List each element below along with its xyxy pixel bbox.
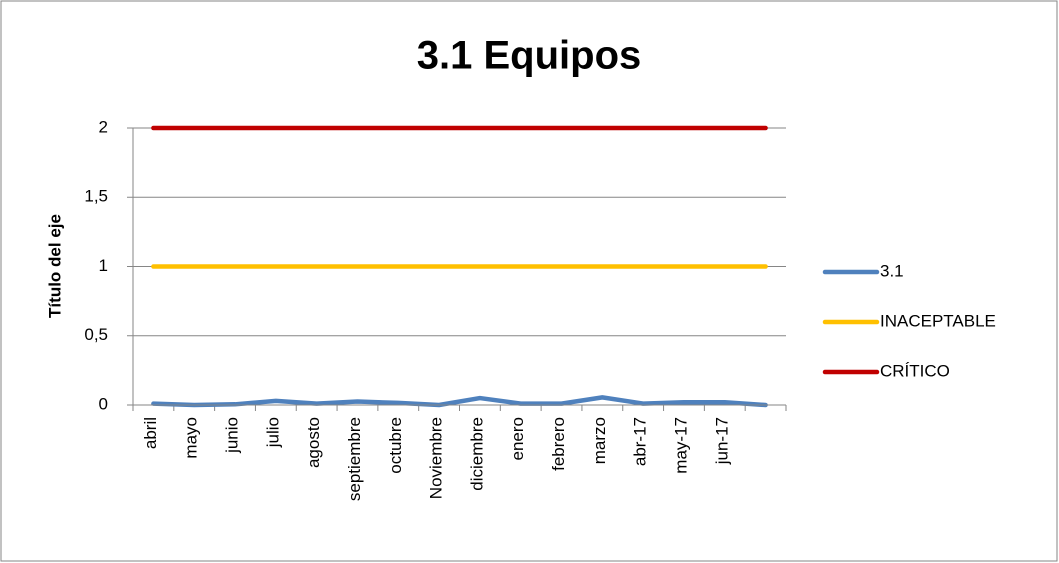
x-tick-label: abril	[141, 417, 160, 449]
x-tick-label: diciembre	[467, 417, 486, 491]
x-tick-label: abr-17	[631, 417, 650, 466]
x-tick-label: enero	[508, 417, 527, 460]
y-tick-label: 0,5	[84, 325, 108, 344]
x-tick-label: may-17	[671, 417, 690, 474]
x-tick-label: septiembre	[345, 417, 364, 501]
x-tick-label: julio	[263, 417, 282, 448]
y-tick-label: 0	[99, 394, 108, 413]
y-axis-title: Título del eje	[45, 214, 64, 318]
legend-label: CRÍTICO	[880, 361, 950, 380]
series-line	[151, 395, 768, 408]
x-tick-label: Noviembre	[427, 417, 446, 499]
x-tick-label: agosto	[304, 417, 323, 468]
x-tick-label: mayo	[182, 417, 201, 459]
y-tick-label: 1	[99, 256, 108, 275]
x-tick-label: junio	[223, 417, 242, 454]
legend-label: 3.1	[880, 261, 904, 280]
y-tick-label: 2	[99, 117, 108, 136]
y-tick-label: 1,5	[84, 187, 108, 206]
x-tick-label: octubre	[386, 417, 405, 474]
legend-label: INACEPTABLE	[880, 311, 996, 330]
x-tick-label: marzo	[590, 417, 609, 464]
chart-title: 3.1 Equipos	[417, 34, 642, 78]
x-tick-label: jun-17	[712, 417, 731, 465]
x-tick-label: febrero	[549, 417, 568, 471]
